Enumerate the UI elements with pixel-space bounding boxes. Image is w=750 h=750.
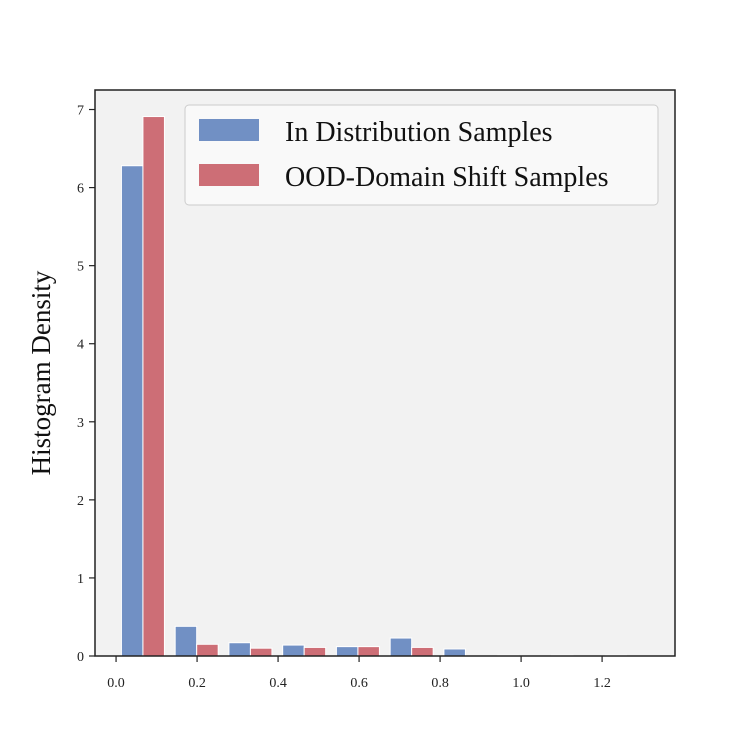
bar-in-distribution-bin-3 [282, 644, 305, 657]
bars-layer [120, 116, 628, 657]
legend-swatch-in-distribution [199, 119, 259, 141]
y-axis-title: Histogram Density [26, 270, 56, 475]
bar-ood-domain-shift-bin-3 [303, 646, 327, 657]
y-tick-label: 4 [77, 338, 84, 353]
x-tick-label: 0.0 [107, 676, 125, 691]
legend-box [184, 104, 659, 206]
y-tick-label: 0 [77, 650, 84, 665]
bar-in-distribution-bin-1 [174, 625, 198, 657]
bar-in-distribution-bin-5 [389, 637, 413, 657]
legend: In Distribution Samples OOD-Domain Shift… [184, 104, 659, 206]
y-tick-label: 2 [77, 494, 84, 509]
y-tick-label: 6 [77, 182, 84, 197]
bar-in-distribution-bin-4 [335, 646, 359, 657]
legend-label-ood-domain-shift: OOD-Domain Shift Samples [285, 162, 609, 193]
x-tick-label: 1.2 [593, 676, 611, 691]
y-tick-label: 5 [77, 260, 84, 275]
x-axis-ticks: 0.0 0.2 0.4 0.6 0.8 1.0 1.2 [107, 656, 611, 691]
bar-in-distribution-bin-0 [120, 165, 144, 657]
plot-frame [94, 89, 676, 657]
bar-ood-domain-shift-bin-4 [357, 646, 380, 657]
x-tick-label: 1.0 [512, 676, 530, 691]
y-tick-label: 1 [77, 572, 84, 587]
bar-in-distribution-bin-6 [443, 648, 466, 657]
y-tick-label: 7 [77, 104, 84, 119]
y-axis-ticks: 0 1 2 3 4 5 6 7 [77, 104, 95, 665]
bar-in-distribution-bin-2 [228, 642, 251, 657]
bar-ood-domain-shift-bin-1 [196, 643, 219, 657]
x-tick-label: 0.4 [269, 676, 287, 691]
x-tick-label: 0.2 [188, 676, 206, 691]
y-tick-label: 3 [77, 416, 84, 431]
bar-ood-domain-shift-bin-5 [411, 646, 434, 657]
x-tick-label: 0.6 [350, 676, 368, 691]
x-tick-label: 0.8 [431, 676, 449, 691]
bar-ood-domain-shift-bin-2 [249, 647, 273, 657]
legend-swatch-ood-domain-shift [199, 164, 259, 186]
legend-label-in-distribution: In Distribution Samples [285, 117, 553, 148]
bar-ood-domain-shift-bin-0 [142, 116, 165, 657]
